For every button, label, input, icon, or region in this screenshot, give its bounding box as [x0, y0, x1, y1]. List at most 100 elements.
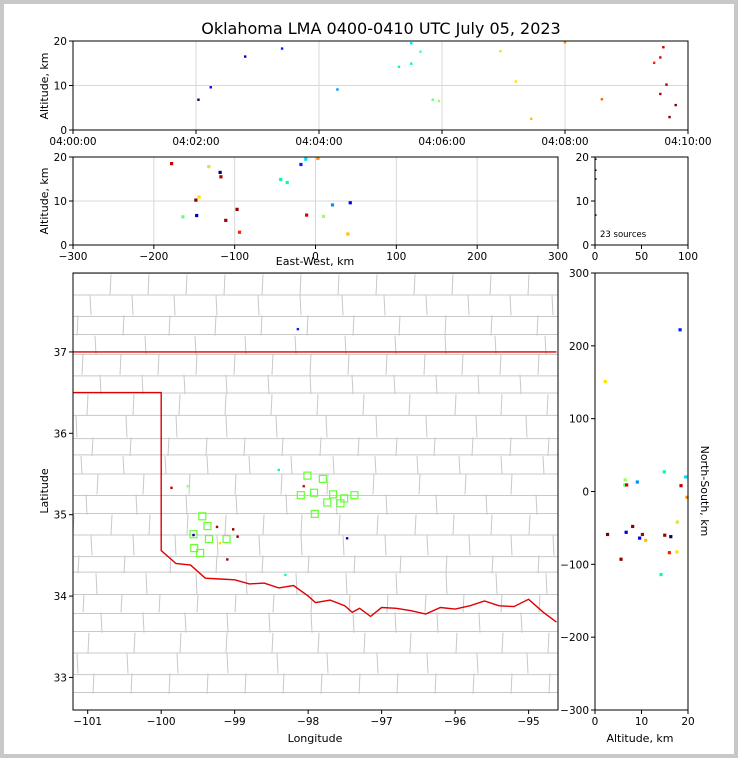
- county-boundary: [195, 354, 198, 375]
- station-marker: [190, 543, 199, 553]
- ns-panel-point: [605, 532, 610, 537]
- ew-panel-point: [348, 201, 352, 205]
- county-boundary: [475, 415, 478, 438]
- figure-canvas: Oklahoma LMA 0400-0410 UTC July 05, 2023…: [38, 19, 712, 745]
- county-boundary: [110, 514, 113, 536]
- time-panel-point: [280, 47, 284, 50]
- county-boundary: [393, 374, 396, 395]
- county-boundary: [326, 653, 329, 674]
- county-boundary: [357, 437, 360, 457]
- ns-panel-point: [625, 483, 629, 487]
- ew-panel-point: [285, 180, 289, 185]
- county-boundary: [500, 594, 503, 613]
- marks-layer: [170, 41, 689, 577]
- county-boundary: [109, 274, 112, 295]
- county-map-layer: [73, 273, 558, 694]
- county-boundary: [132, 394, 135, 416]
- county-boundary: [300, 514, 303, 536]
- ns-panel-ytick-label: −100: [560, 559, 589, 571]
- county-boundary: [398, 315, 401, 336]
- county-boundary: [375, 274, 378, 295]
- county-boundary: [326, 473, 329, 495]
- ew-panel-xtick-label: −100: [220, 251, 249, 263]
- county-boundary: [257, 294, 260, 316]
- county-boundary: [385, 354, 388, 375]
- time-panel-point: [668, 115, 671, 119]
- county-boundary: [168, 315, 171, 336]
- county-boundary: [490, 514, 493, 536]
- ew-panel-point: [219, 175, 223, 179]
- ns-panel-point: [679, 484, 683, 488]
- county-boundary: [147, 274, 150, 295]
- county-boundary: [418, 473, 421, 495]
- time-panel-point: [244, 55, 247, 58]
- time-panel-point: [563, 41, 567, 44]
- county-boundary: [477, 374, 480, 395]
- county-boundary: [85, 494, 88, 515]
- ns-panel-point: [684, 475, 688, 479]
- map-xlabel: Longitude: [288, 732, 343, 745]
- time-panel-point: [197, 98, 200, 101]
- map-xtick-label: −96: [444, 716, 466, 728]
- time-panel-xtick-label: 04:06:00: [418, 136, 465, 148]
- county-boundary: [205, 437, 208, 457]
- county-boundary: [408, 394, 411, 416]
- map-ytick-label: 33: [54, 672, 67, 684]
- ew-panel-point: [321, 214, 326, 218]
- county-boundary: [173, 294, 176, 316]
- county-boundary: [179, 632, 182, 654]
- county-boundary: [244, 673, 247, 694]
- county-boundary: [353, 555, 356, 574]
- county-boundary: [352, 315, 355, 336]
- time-panel-xtick-label: 04:02:00: [172, 136, 219, 148]
- map-ytick-label: 35: [54, 510, 67, 522]
- station-marker: [189, 530, 198, 539]
- ew-panel-point: [316, 156, 320, 160]
- county-boundary: [167, 437, 170, 457]
- county-boundary: [345, 573, 348, 595]
- ns-panel-xtick-label: 20: [681, 716, 694, 728]
- hist-panel-ytick-label: 20: [576, 152, 589, 164]
- ns-panel-ytick-label: −200: [560, 632, 589, 644]
- county-boundary: [500, 394, 503, 416]
- ns-panel-point: [669, 535, 673, 539]
- county-boundary: [214, 315, 217, 336]
- county-boundary: [416, 456, 419, 475]
- county-boundary: [280, 473, 283, 495]
- county-boundary: [536, 315, 539, 336]
- county-boundary: [332, 456, 335, 475]
- county-boundary: [306, 315, 309, 336]
- time-panel-ytick-label: 0: [60, 125, 67, 137]
- ew-panel-frame: [72, 156, 559, 246]
- county-boundary: [243, 437, 246, 457]
- county-boundary: [272, 594, 275, 613]
- county-boundary: [537, 354, 540, 375]
- ns-panel-point: [675, 520, 679, 524]
- county-boundary: [131, 294, 134, 316]
- county-boundary: [435, 374, 438, 395]
- county-boundary: [248, 456, 251, 475]
- county-boundary: [467, 294, 470, 316]
- ns-panel-ylabel: North-South, km: [698, 446, 711, 537]
- county-boundary: [176, 653, 179, 674]
- county-boundary: [91, 437, 94, 457]
- ew-panel-xlabel: East-West, km: [276, 255, 354, 268]
- figure-frame: Oklahoma LMA 0400-0410 UTC July 05, 2023…: [4, 4, 734, 754]
- county-boundary: [299, 274, 302, 295]
- ew-panel-point: [299, 162, 303, 167]
- county-boundary: [546, 394, 549, 416]
- hist-panel-point: [595, 169, 597, 171]
- county-boundary: [307, 555, 310, 574]
- time-panel-xtick-label: 04:04:00: [295, 136, 342, 148]
- county-boundary: [468, 535, 471, 556]
- county-boundary: [309, 354, 312, 375]
- county-boundary: [396, 673, 399, 694]
- county-boundary: [375, 415, 378, 438]
- ns-panel-point: [640, 532, 645, 537]
- hist-panel-xtick-label: 50: [635, 251, 648, 263]
- ew-panel-ytick-label: 0: [60, 240, 67, 252]
- map-ytick-label: 37: [54, 347, 67, 359]
- station-marker: [350, 491, 359, 500]
- county-boundary: [86, 394, 89, 416]
- county-boundary: [270, 394, 273, 416]
